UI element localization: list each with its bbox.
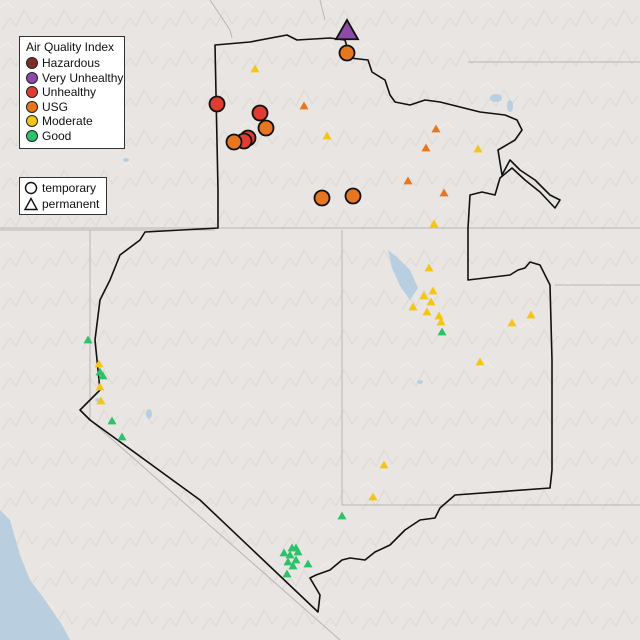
monitor-marker-good[interactable] <box>288 561 298 570</box>
legend-label: Unhealthy <box>42 85 97 100</box>
triangle-icon <box>24 197 38 211</box>
aqi-legend: Air Quality Index Hazardous Very Unhealt… <box>19 36 125 149</box>
monitor-markers <box>83 18 536 578</box>
legend-label: Good <box>42 128 72 143</box>
monitor-marker-moderate[interactable] <box>428 286 438 295</box>
monitor-marker-moderate[interactable] <box>96 396 106 405</box>
monitor-marker-usg[interactable] <box>299 101 309 110</box>
monitor-marker-moderate[interactable] <box>368 492 378 501</box>
monitor-marker-moderate[interactable] <box>424 263 434 272</box>
monitor-marker-usg[interactable] <box>439 188 449 197</box>
monitor-marker-moderate[interactable] <box>379 460 389 469</box>
legend-item-temporary: temporary <box>24 180 102 196</box>
legend-label: USG <box>42 99 69 114</box>
monitor-marker-good[interactable] <box>117 432 127 441</box>
monitor-marker-good[interactable] <box>285 550 295 559</box>
monitor-marker-good[interactable] <box>283 557 293 566</box>
monitor-marker-moderate[interactable] <box>426 297 436 306</box>
legend-item-hazardous: Hazardous <box>26 56 118 71</box>
monitor-marker-moderate[interactable] <box>322 131 332 140</box>
monitor-marker-usg[interactable] <box>421 143 431 152</box>
monitor-marker-very-unhealthy[interactable] <box>334 18 360 41</box>
monitor-marker-good[interactable] <box>282 569 292 578</box>
monitor-marker-moderate[interactable] <box>95 382 105 391</box>
monitor-marker-good[interactable] <box>293 547 303 556</box>
legend-label: Moderate <box>42 114 93 129</box>
good-swatch <box>26 129 38 142</box>
monitor-marker-moderate[interactable] <box>473 144 483 153</box>
monitor-marker-usg[interactable] <box>403 176 413 185</box>
monitor-marker-good[interactable] <box>98 371 108 380</box>
monitor-marker-good[interactable] <box>291 543 301 552</box>
water-bodies <box>95 94 513 419</box>
monitor-marker-unhealthy[interactable] <box>208 95 226 113</box>
region-outline <box>79 34 561 613</box>
legend-item-good: Good <box>26 129 118 144</box>
monitor-marker-usg[interactable] <box>257 119 275 137</box>
usg-swatch <box>26 100 38 113</box>
monitor-marker-good[interactable] <box>83 335 93 344</box>
monitor-marker-moderate[interactable] <box>422 307 432 316</box>
monitor-marker-moderate[interactable] <box>429 219 439 228</box>
circle-icon <box>24 181 38 195</box>
monitor-marker-unhealthy[interactable] <box>251 104 269 122</box>
ocean <box>0 510 70 640</box>
monitor-marker-usg[interactable] <box>338 44 356 62</box>
monitor-marker-good[interactable] <box>279 548 289 557</box>
legend-item-permanent: permanent <box>24 196 102 212</box>
legend-label: Hazardous <box>42 56 101 71</box>
monitor-marker-good[interactable] <box>437 327 447 336</box>
legend-item-moderate: Moderate <box>26 114 118 129</box>
monitor-marker-moderate[interactable] <box>94 359 104 368</box>
legend-title: Air Quality Index <box>26 40 115 54</box>
monitor-marker-moderate[interactable] <box>507 318 517 327</box>
monitor-marker-usg[interactable] <box>431 124 441 133</box>
monitor-marker-good[interactable] <box>291 555 301 564</box>
monitor-marker-moderate[interactable] <box>408 302 418 311</box>
monitor-marker-usg[interactable] <box>225 133 243 151</box>
legend-item-usg: USG <box>26 100 118 115</box>
monitor-marker-moderate[interactable] <box>436 317 446 326</box>
monitor-marker-usg[interactable] <box>313 189 331 207</box>
monitor-marker-good[interactable] <box>107 416 117 425</box>
legend-label: Very Unhealthy <box>42 70 124 85</box>
monitor-marker-usg[interactable] <box>344 187 362 205</box>
unhealthy-swatch <box>26 86 38 99</box>
monitor-marker-good[interactable] <box>337 511 347 520</box>
monitor-marker-moderate[interactable] <box>475 357 485 366</box>
monitor-marker-moderate[interactable] <box>419 291 429 300</box>
shape-legend: temporary permanent <box>19 177 107 215</box>
very-unhealthy-swatch <box>26 71 38 84</box>
moderate-swatch <box>26 115 38 128</box>
monitor-marker-moderate[interactable] <box>250 64 260 73</box>
monitor-marker-moderate[interactable] <box>434 311 444 320</box>
monitor-marker-moderate[interactable] <box>526 310 536 319</box>
hazardous-swatch <box>26 57 38 70</box>
legend-item-unhealthy: Unhealthy <box>26 85 118 100</box>
legend-label: permanent <box>42 197 100 211</box>
monitor-marker-good[interactable] <box>303 559 313 568</box>
legend-item-very-unhealthy: Very Unhealthy <box>26 71 123 86</box>
legend-label: temporary <box>42 181 97 195</box>
